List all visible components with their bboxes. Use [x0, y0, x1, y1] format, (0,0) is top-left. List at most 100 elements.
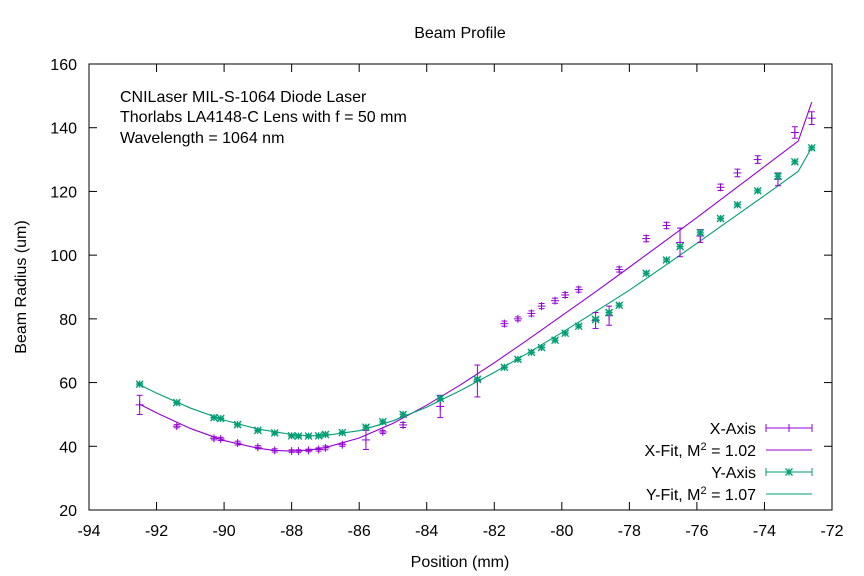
marker-star [615, 301, 624, 310]
x-axis-point [537, 302, 546, 311]
legend-label: X-Fit, M2 = 1.02 [645, 441, 757, 460]
marker-star [591, 315, 600, 324]
y-tick-label: 100 [50, 248, 77, 265]
x-axis-point [615, 265, 624, 274]
marker-star [473, 375, 482, 384]
x-axis-point [753, 155, 762, 164]
x-axis-point [304, 446, 313, 455]
marker-star [642, 269, 651, 278]
marker-star [662, 255, 671, 264]
marker-star [574, 322, 583, 331]
marker-star [321, 430, 330, 439]
x-axis-point [287, 447, 296, 456]
y-axis-label: Beam Radius (um) [13, 220, 30, 353]
y-tick-label: 60 [59, 376, 77, 393]
marker-star [338, 428, 347, 437]
x-axis-point [513, 314, 522, 323]
y-axis-series [135, 143, 816, 441]
x-axis-point [135, 394, 144, 415]
x-tick-label: -92 [145, 523, 168, 540]
y-axis-point [574, 322, 583, 331]
x-tick-label: -80 [550, 523, 573, 540]
x-axis-point [733, 168, 742, 178]
x-axis-point [500, 319, 509, 328]
y-axis-point [399, 410, 408, 419]
x-tick-label: -76 [685, 523, 708, 540]
annotation-line: Thorlabs LA4148-C Lens with f = 50 mm [120, 109, 407, 126]
marker-star [527, 348, 536, 357]
marker-star [733, 200, 742, 209]
x-tick-label: -86 [348, 523, 371, 540]
legend-entry: X-Axis [710, 421, 813, 438]
y-axis-point [473, 375, 482, 384]
marker-star [500, 363, 509, 372]
y-axis-point [209, 413, 218, 422]
x-axis-point [253, 443, 262, 452]
marker-star [716, 214, 725, 223]
y-tick-label: 120 [50, 184, 77, 201]
y-axis-point [287, 431, 296, 440]
x-tick-label: -94 [77, 523, 100, 540]
marker-star [209, 413, 218, 422]
legend-label: Y-Fit, M2 = 1.07 [646, 485, 756, 504]
x-axis-point [233, 439, 242, 448]
x-tick-label: -88 [280, 523, 303, 540]
y-axis-point [338, 428, 347, 437]
y-axis-point [314, 431, 323, 440]
x-axis-point [378, 427, 387, 436]
y-axis-point [716, 214, 725, 223]
y-axis-point [591, 315, 600, 324]
y-axis-point [216, 414, 225, 423]
y-axis-point [696, 228, 705, 237]
x-tick-label: -82 [483, 523, 506, 540]
marker-star [294, 432, 303, 441]
y-tick-label: 20 [59, 503, 77, 520]
x-axis-point [216, 434, 225, 443]
x-tick-label: -74 [753, 523, 776, 540]
x-axis-point [270, 446, 279, 455]
x-axis-point [642, 234, 651, 243]
y-axis-point [662, 255, 671, 264]
y-axis-point [500, 363, 509, 372]
y-axis-point [790, 157, 799, 166]
marker-star [361, 423, 370, 432]
x-axis-series [135, 111, 816, 456]
axes: -94 -92 -90 -88 -86 -84 -82 -80 -78 -76 -74 -72 20 40… [50, 57, 843, 540]
marker-star [314, 431, 323, 440]
fit-lines [139, 102, 813, 452]
legend-label: Y-Axis [711, 465, 756, 482]
marker-star [537, 343, 546, 352]
y-axis-point [304, 432, 313, 441]
y-axis-point [753, 186, 762, 195]
x-axis-point [662, 221, 671, 230]
y-axis-point [774, 172, 782, 181]
x-axis-point [399, 420, 408, 429]
y-tick-label: 160 [50, 57, 77, 74]
marker-star [696, 228, 705, 237]
data-points [135, 111, 816, 456]
marker-star [513, 355, 522, 364]
x-axis-point [314, 445, 323, 454]
x-tick-label: -84 [415, 523, 438, 540]
annotation-line: CNILaser MIL-S-1064 Diode Laser [120, 89, 367, 106]
y-axis-point [527, 348, 536, 357]
legend-entry: X-Fit, M2 = 1.02 [645, 441, 812, 460]
marker-star [287, 431, 296, 440]
marker-star [270, 428, 279, 437]
marker-star [785, 468, 793, 476]
legend-label: X-Axis [710, 421, 756, 438]
marker-star [216, 414, 225, 423]
x-axis-point [338, 440, 347, 449]
y-tick-label: 80 [59, 312, 77, 329]
y-axis-point [378, 417, 387, 426]
y-axis-point [135, 380, 144, 389]
marker-star [551, 336, 560, 345]
y-axis-point [321, 430, 330, 439]
x-tick-label: -72 [820, 523, 843, 540]
x-axis-point [561, 290, 570, 299]
y-axis-point [605, 308, 614, 317]
y-axis-point [436, 394, 445, 403]
annotation-block: CNILaser MIL-S-1064 Diode Laser Thorlabs… [120, 89, 407, 147]
x-axis-point [361, 429, 370, 450]
y-tick-label: 40 [59, 439, 77, 456]
